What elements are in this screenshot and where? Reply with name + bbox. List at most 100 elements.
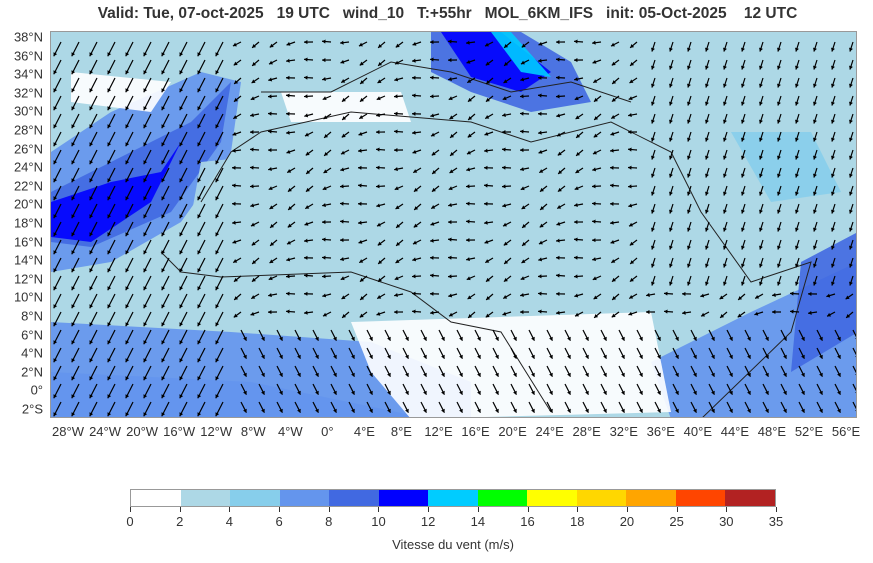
wind-arrow-head	[125, 88, 130, 93]
colorbar-tick	[676, 507, 678, 512]
wind-arrow-head	[705, 83, 709, 88]
wind-arrow-head	[304, 291, 308, 296]
wind-arrow-head	[369, 372, 373, 377]
wind-arrow-head	[711, 408, 715, 413]
wind-arrow-head	[693, 408, 697, 413]
wind-arrow-head	[795, 263, 799, 268]
wind-arrow-head	[243, 408, 247, 413]
wind-arrow-head	[394, 148, 398, 153]
wind-arrow-head	[538, 274, 542, 279]
wind-arrow-head	[125, 340, 130, 345]
wind-arrow-head	[268, 111, 272, 116]
wind-arrow-head	[651, 263, 655, 268]
wind-arrow-head	[179, 214, 184, 219]
wind-arrow-head	[485, 313, 490, 318]
wind-arrow-head	[378, 260, 383, 264]
wind-arrow-head	[376, 147, 380, 152]
wind-arrow-head	[813, 47, 817, 52]
wind-arrow-head	[610, 201, 614, 206]
wind-arrow-head	[340, 257, 344, 262]
wind-arrow-head	[197, 160, 202, 165]
wind-arrow-head	[215, 52, 220, 57]
wind-arrow-head	[161, 394, 166, 399]
wind-arrow-head	[502, 184, 506, 189]
wind-arrow-head	[324, 134, 329, 138]
wind-arrow-head	[342, 314, 347, 318]
wind-arrow-head	[423, 390, 427, 395]
wind-arrow-head	[603, 354, 607, 359]
wind-arrow-head	[795, 65, 799, 70]
wind-arrow-head	[837, 354, 841, 359]
wind-arrow-head	[89, 178, 94, 183]
wind-speed-area	[181, 152, 691, 322]
wind-arrow-head	[486, 296, 491, 300]
wind-arrow-head	[215, 358, 220, 363]
wind-arrow-head	[215, 304, 220, 309]
colorbar-tick-label: 2	[176, 514, 184, 529]
wind-arrow-head	[107, 52, 112, 57]
wind-arrow-head	[575, 115, 580, 120]
wind-arrow-head	[161, 232, 166, 237]
wind-arrow-head	[795, 227, 799, 232]
wind-arrow-head	[477, 336, 481, 341]
wind-arrow-head	[394, 77, 399, 82]
wind-arrow-head	[777, 137, 781, 142]
wind-arrow-head	[89, 268, 94, 273]
wind-arrow-head	[831, 263, 835, 268]
wind-arrow-head	[693, 372, 697, 377]
wind-arrow-head	[522, 241, 527, 246]
wind-arrow-head	[741, 191, 745, 196]
wind-arrow-head	[387, 408, 391, 413]
wind-arrow-head	[574, 186, 579, 191]
coastline	[261, 61, 632, 103]
wind-arrow-head	[495, 354, 499, 359]
wind-arrow-head	[376, 96, 381, 101]
wind-arrow-head	[538, 130, 542, 135]
wind-arrow-head	[342, 116, 347, 120]
wind-arrow-head	[261, 408, 265, 413]
wind-arrow-head	[630, 44, 635, 48]
wind-arrow-head	[179, 322, 184, 327]
wind-arrow-head	[484, 131, 489, 136]
wind-arrow-head	[53, 214, 58, 219]
wind-arrow-head	[243, 372, 247, 377]
wind-arrow-head	[687, 173, 691, 178]
wind-arrow-head	[765, 372, 769, 377]
wind-arrow-head	[143, 250, 148, 255]
wind-arrow-head	[143, 178, 148, 183]
wind-arrow-head	[783, 372, 787, 377]
wind-arrow-head	[449, 312, 454, 317]
wind-arrow-head	[360, 80, 365, 84]
wind-arrow-head	[520, 148, 524, 153]
wind-arrow-head	[268, 186, 273, 191]
wind-arrow-head	[358, 183, 362, 188]
wind-arrow-head	[377, 295, 382, 299]
wind-arrow-head	[849, 191, 853, 196]
wind-arrow-head	[610, 165, 614, 170]
wind-arrow-head	[795, 155, 799, 160]
wind-arrow-head	[358, 165, 362, 170]
wind-arrow-head	[287, 187, 292, 192]
wind-arrow-head	[161, 412, 166, 417]
wind-arrow-head	[466, 219, 470, 224]
wind-arrow-head	[179, 160, 184, 165]
wind-arrow-head	[413, 169, 418, 173]
wind-arrow-head	[161, 106, 166, 111]
wind-arrow-head	[849, 137, 853, 142]
wind-arrow-head	[89, 394, 94, 399]
wind-arrow-head	[783, 390, 787, 395]
wind-arrow-head	[269, 60, 274, 65]
wind-arrow-head	[723, 209, 727, 214]
wind-arrow-head	[197, 70, 202, 75]
wind-arrow-head	[567, 390, 571, 395]
wind-arrow-head	[813, 191, 817, 196]
wind-arrow-head	[305, 187, 310, 192]
wind-arrow-head	[179, 124, 184, 129]
wind-arrow-head	[466, 59, 471, 64]
wind-arrow-head	[467, 133, 472, 138]
wind-arrow-head	[125, 232, 130, 237]
lon-label: 20°W	[126, 424, 159, 439]
wind-arrow-head	[341, 133, 346, 138]
wind-arrow-head	[322, 293, 327, 298]
wind-arrow-head	[53, 52, 58, 57]
